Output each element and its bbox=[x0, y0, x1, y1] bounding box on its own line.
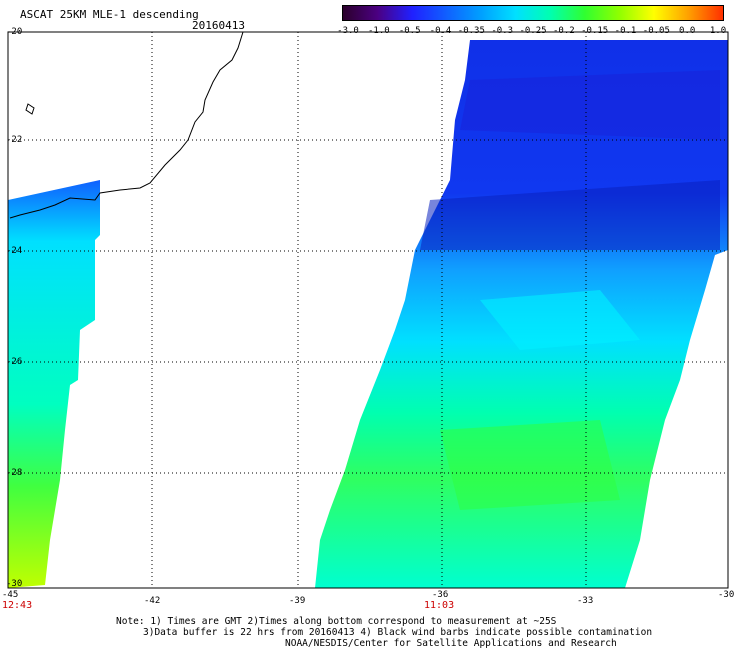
left-swath bbox=[8, 180, 100, 588]
time-label-left: 12:43 bbox=[2, 600, 33, 611]
note-line-1: Note: 1) Times are GMT 2)Times along bot… bbox=[116, 616, 557, 627]
dark-band bbox=[420, 180, 720, 250]
note-line-3: NOAA/NESDIS/Center for Satellite Applica… bbox=[285, 638, 617, 649]
plot-frame bbox=[7, 31, 729, 589]
island bbox=[25, 103, 35, 115]
color-scale-tick-label: -1.0 bbox=[367, 26, 390, 36]
lat-label: -20 bbox=[6, 27, 23, 37]
lat-label: -28 bbox=[6, 468, 23, 478]
color-scale-tick-label: 0.0 bbox=[679, 26, 696, 36]
color-scale-bar bbox=[342, 5, 724, 21]
color-scale-tick-label: 1.0 bbox=[709, 26, 727, 36]
color-scale-tick-label: -0.15 bbox=[581, 26, 609, 36]
lon-label: -45 bbox=[2, 590, 19, 600]
color-scale-tick-label: -0.25 bbox=[519, 26, 547, 36]
color-scale-tick-label: -0.2 bbox=[552, 26, 575, 36]
note-line-2: 3)Data buffer is 22 hrs from 20160413 4)… bbox=[143, 627, 653, 638]
product-date: 20160413 bbox=[192, 19, 245, 32]
color-scale-tick-label: -0.1 bbox=[614, 26, 637, 36]
lon-label: -42 bbox=[144, 596, 161, 606]
green-patch bbox=[440, 420, 620, 510]
lon-label: -36 bbox=[432, 590, 449, 600]
color-scale-tick-label: -0.05 bbox=[642, 26, 670, 36]
lat-label: -30 bbox=[6, 579, 23, 589]
lon-label: -30 bbox=[718, 590, 735, 600]
color-scale-tick-label: -0.5 bbox=[398, 26, 421, 36]
lat-label: -26 bbox=[6, 357, 23, 367]
time-label-center: 11:03 bbox=[424, 600, 455, 611]
color-scale-tick-label: -0.4 bbox=[429, 26, 452, 36]
lat-label: -22 bbox=[6, 135, 23, 145]
lon-label: -33 bbox=[577, 596, 594, 606]
dark-band-top bbox=[460, 70, 720, 140]
color-scale-tick-label: -0.3 bbox=[491, 26, 513, 36]
product-title: ASCAT 25KM MLE-1 descending bbox=[20, 8, 199, 21]
color-scale-tick-label: -0.35 bbox=[457, 26, 485, 36]
lat-label: -24 bbox=[6, 246, 23, 256]
coastline bbox=[9, 31, 244, 219]
cyan-patch bbox=[480, 290, 640, 350]
lon-label: -39 bbox=[289, 596, 306, 606]
grid-lines bbox=[8, 32, 728, 588]
color-scale-tick-label: -3.0 bbox=[337, 26, 359, 36]
